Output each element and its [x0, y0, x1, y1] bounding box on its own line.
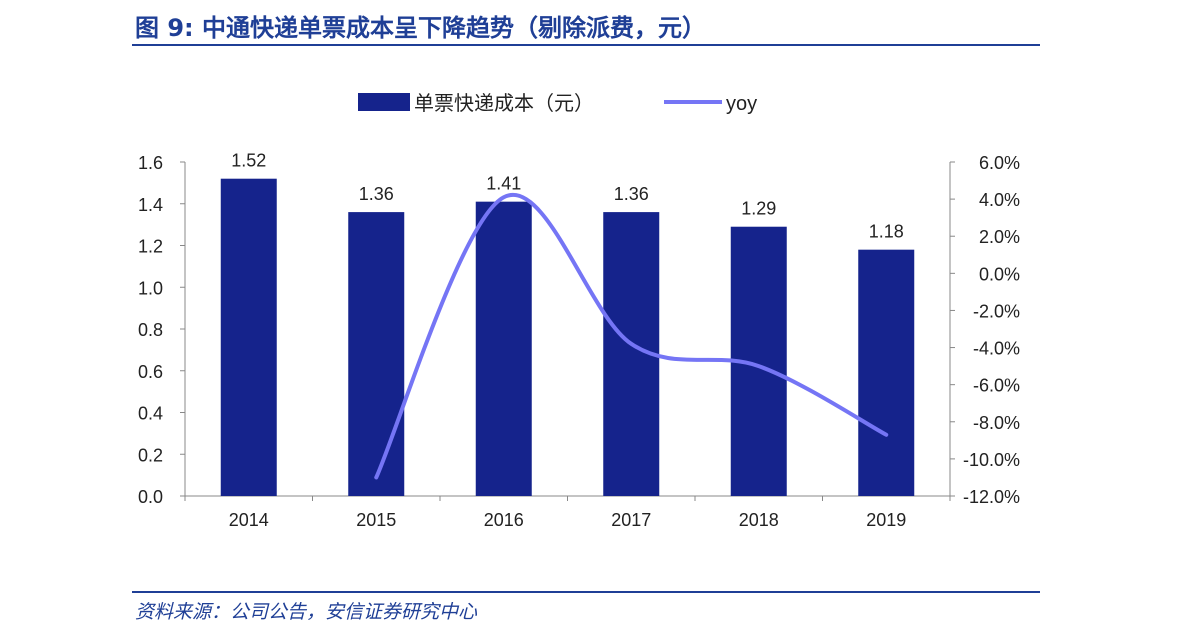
bar	[220, 178, 277, 496]
bar-value-label: 1.36	[614, 184, 649, 204]
right-tick-label: -6.0%	[973, 376, 1020, 396]
left-tick-label: 0.6	[138, 362, 163, 382]
right-tick-label: -8.0%	[973, 413, 1020, 433]
bar-value-label: 1.29	[741, 199, 776, 219]
left-tick-label: 1.6	[138, 153, 163, 173]
right-tick-label: 6.0%	[979, 153, 1020, 173]
right-tick-label: -2.0%	[973, 301, 1020, 321]
left-tick-label: 0.0	[138, 487, 163, 507]
x-tick-label: 2017	[611, 510, 651, 530]
bars	[220, 178, 915, 496]
legend-bar-label: 单票快递成本（元）	[414, 92, 594, 115]
yoy-line	[374, 192, 889, 480]
legend: 单票快递成本（元） yoy	[358, 92, 757, 115]
yoy-line-series	[374, 192, 889, 480]
x-tick-label: 2016	[484, 510, 524, 530]
bar	[858, 249, 915, 496]
left-tick-label: 0.4	[138, 404, 163, 424]
x-tick-label: 2019	[866, 510, 906, 530]
bar-value-label: 1.36	[359, 184, 394, 204]
right-tick-label: -4.0%	[973, 339, 1020, 359]
left-tick-label: 1.2	[138, 237, 163, 257]
source-divider	[132, 591, 1040, 593]
source-note: 资料来源：公司公告，安信证券研究中心	[135, 601, 478, 623]
bar-value-label: 1.41	[486, 174, 521, 194]
axes: 0.0 0.2 0.4 0.6 0.8 1.0 1.2 1.4 1.6 -12.0% -10.0% -…	[138, 153, 1020, 530]
left-tick-label: 1.4	[138, 195, 163, 215]
x-tick-label: 2018	[739, 510, 779, 530]
left-tick-label: 0.8	[138, 320, 163, 340]
x-tick-label: 2015	[356, 510, 396, 530]
bar-value-label: 1.52	[231, 151, 266, 171]
bar-labels: 1.52 1.36 1.41 1.36 1.29 1.18	[231, 151, 904, 242]
bar-value-label: 1.18	[869, 222, 904, 242]
right-tick-label: 2.0%	[979, 227, 1020, 247]
right-tick-label: 0.0%	[979, 264, 1020, 284]
left-tick-label: 0.2	[138, 445, 163, 465]
left-tick-label: 1.0	[138, 278, 163, 298]
right-tick-label: 4.0%	[979, 190, 1020, 210]
x-tick-label: 2014	[229, 510, 269, 530]
bar	[348, 212, 405, 496]
legend-bar-swatch	[358, 93, 410, 111]
bar	[475, 201, 532, 496]
right-tick-label: -12.0%	[963, 487, 1020, 507]
legend-line-label: yoy	[726, 93, 757, 115]
right-tick-label: -10.0%	[963, 450, 1020, 470]
chart-title: 图 9: 中通快递单票成本呈下降趋势（剔除派费，元）	[135, 14, 707, 42]
title-divider	[132, 44, 1040, 46]
